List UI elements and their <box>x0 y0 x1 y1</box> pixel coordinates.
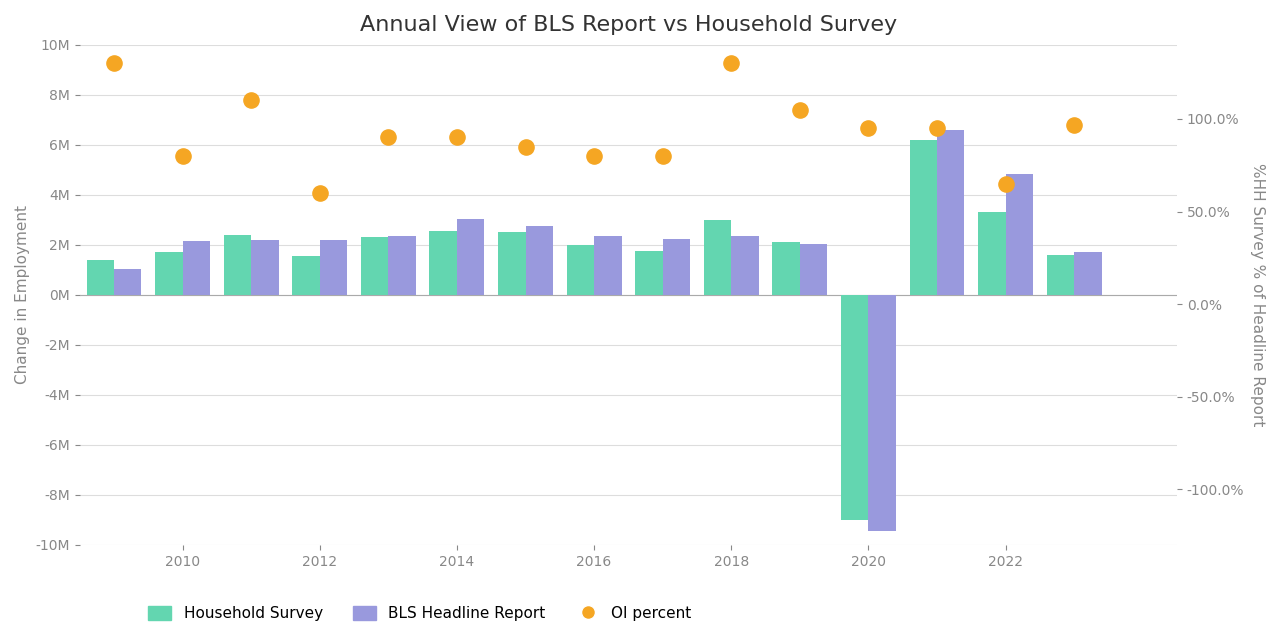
OI percent <box>858 123 878 133</box>
Bar <box>361 237 388 295</box>
OI percent <box>378 132 398 142</box>
Bar <box>388 236 416 295</box>
Legend: Household Survey, BLS Headline Report, OI percent: Household Survey, BLS Headline Report, O… <box>142 600 698 627</box>
Bar <box>251 240 279 295</box>
OI percent <box>1064 119 1084 129</box>
Bar <box>635 251 663 295</box>
Bar <box>526 226 553 295</box>
Bar <box>292 256 320 295</box>
Bar <box>155 253 183 295</box>
Bar <box>772 242 800 295</box>
Bar <box>978 212 1006 295</box>
OI percent <box>447 132 467 142</box>
Bar <box>704 220 731 295</box>
Bar <box>457 219 484 295</box>
Bar <box>800 244 827 295</box>
Bar <box>841 295 868 520</box>
Bar <box>937 130 964 295</box>
Bar <box>498 232 526 295</box>
Bar <box>594 236 622 295</box>
OI percent <box>516 142 536 152</box>
Title: Annual View of BLS Report vs Household Survey: Annual View of BLS Report vs Household S… <box>360 15 897 35</box>
Bar <box>430 231 457 295</box>
Bar <box>663 238 690 295</box>
OI percent <box>104 58 124 69</box>
Bar <box>87 260 114 295</box>
OI percent <box>996 179 1016 189</box>
Y-axis label: %HH Survey % of Headline Report: %HH Survey % of Headline Report <box>1251 163 1265 426</box>
OI percent <box>241 96 261 106</box>
Bar <box>320 240 347 295</box>
OI percent <box>653 151 673 161</box>
Bar <box>731 236 759 295</box>
Y-axis label: Change in Employment: Change in Employment <box>15 205 29 385</box>
OI percent <box>790 104 810 115</box>
Bar <box>1074 253 1102 295</box>
Bar <box>1047 255 1074 295</box>
OI percent <box>584 151 604 161</box>
Bar <box>1006 174 1033 295</box>
Bar <box>224 235 251 295</box>
Bar <box>567 245 594 295</box>
Bar <box>868 295 896 531</box>
OI percent <box>173 151 193 161</box>
OI percent <box>721 58 741 69</box>
Bar <box>183 241 210 295</box>
OI percent <box>310 188 330 198</box>
Bar <box>910 140 937 295</box>
Bar <box>114 269 142 295</box>
OI percent <box>927 123 947 133</box>
